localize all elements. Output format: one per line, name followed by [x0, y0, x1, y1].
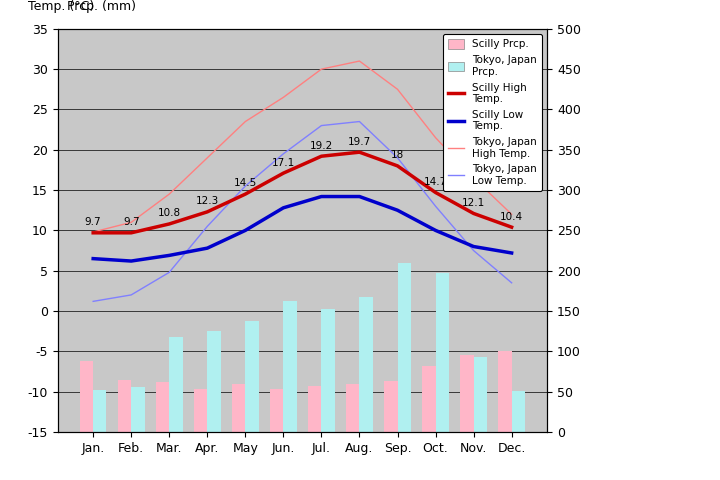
Bar: [194, 389, 207, 432]
Text: 19.2: 19.2: [310, 141, 333, 151]
Bar: [384, 381, 397, 432]
Bar: [131, 387, 145, 432]
Bar: [118, 380, 131, 432]
Bar: [207, 331, 220, 432]
Text: Temp. (°C): Temp. (°C): [28, 0, 94, 12]
Bar: [308, 386, 321, 432]
Text: 19.7: 19.7: [348, 136, 371, 146]
Text: 9.7: 9.7: [85, 217, 102, 227]
Bar: [359, 297, 373, 432]
Bar: [512, 391, 525, 432]
Text: 18: 18: [391, 150, 404, 160]
Bar: [270, 389, 284, 432]
Text: Prcp. (mm): Prcp. (mm): [68, 0, 136, 12]
Bar: [246, 321, 258, 432]
Text: 17.1: 17.1: [271, 157, 295, 168]
Text: 10.8: 10.8: [158, 208, 181, 218]
Bar: [346, 384, 359, 432]
Text: 12.3: 12.3: [196, 196, 219, 206]
Bar: [156, 382, 169, 432]
Text: 14.5: 14.5: [234, 179, 257, 189]
Bar: [474, 357, 487, 432]
Bar: [284, 301, 297, 432]
Text: 14.7: 14.7: [424, 177, 447, 187]
Bar: [232, 384, 246, 432]
Text: 10.4: 10.4: [500, 212, 523, 222]
Bar: [80, 361, 93, 432]
Bar: [93, 390, 107, 432]
Bar: [397, 264, 411, 432]
Bar: [460, 355, 474, 432]
Bar: [169, 337, 183, 432]
Text: 12.1: 12.1: [462, 198, 485, 208]
Bar: [422, 366, 436, 432]
Bar: [321, 309, 335, 432]
Text: 9.7: 9.7: [123, 217, 140, 227]
Bar: [436, 273, 449, 432]
Legend: Scilly Prcp., Tokyo, Japan
Prcp., Scilly High
Temp., Scilly Low
Temp., Tokyo, Ja: Scilly Prcp., Tokyo, Japan Prcp., Scilly…: [443, 34, 542, 192]
Bar: [498, 350, 512, 432]
